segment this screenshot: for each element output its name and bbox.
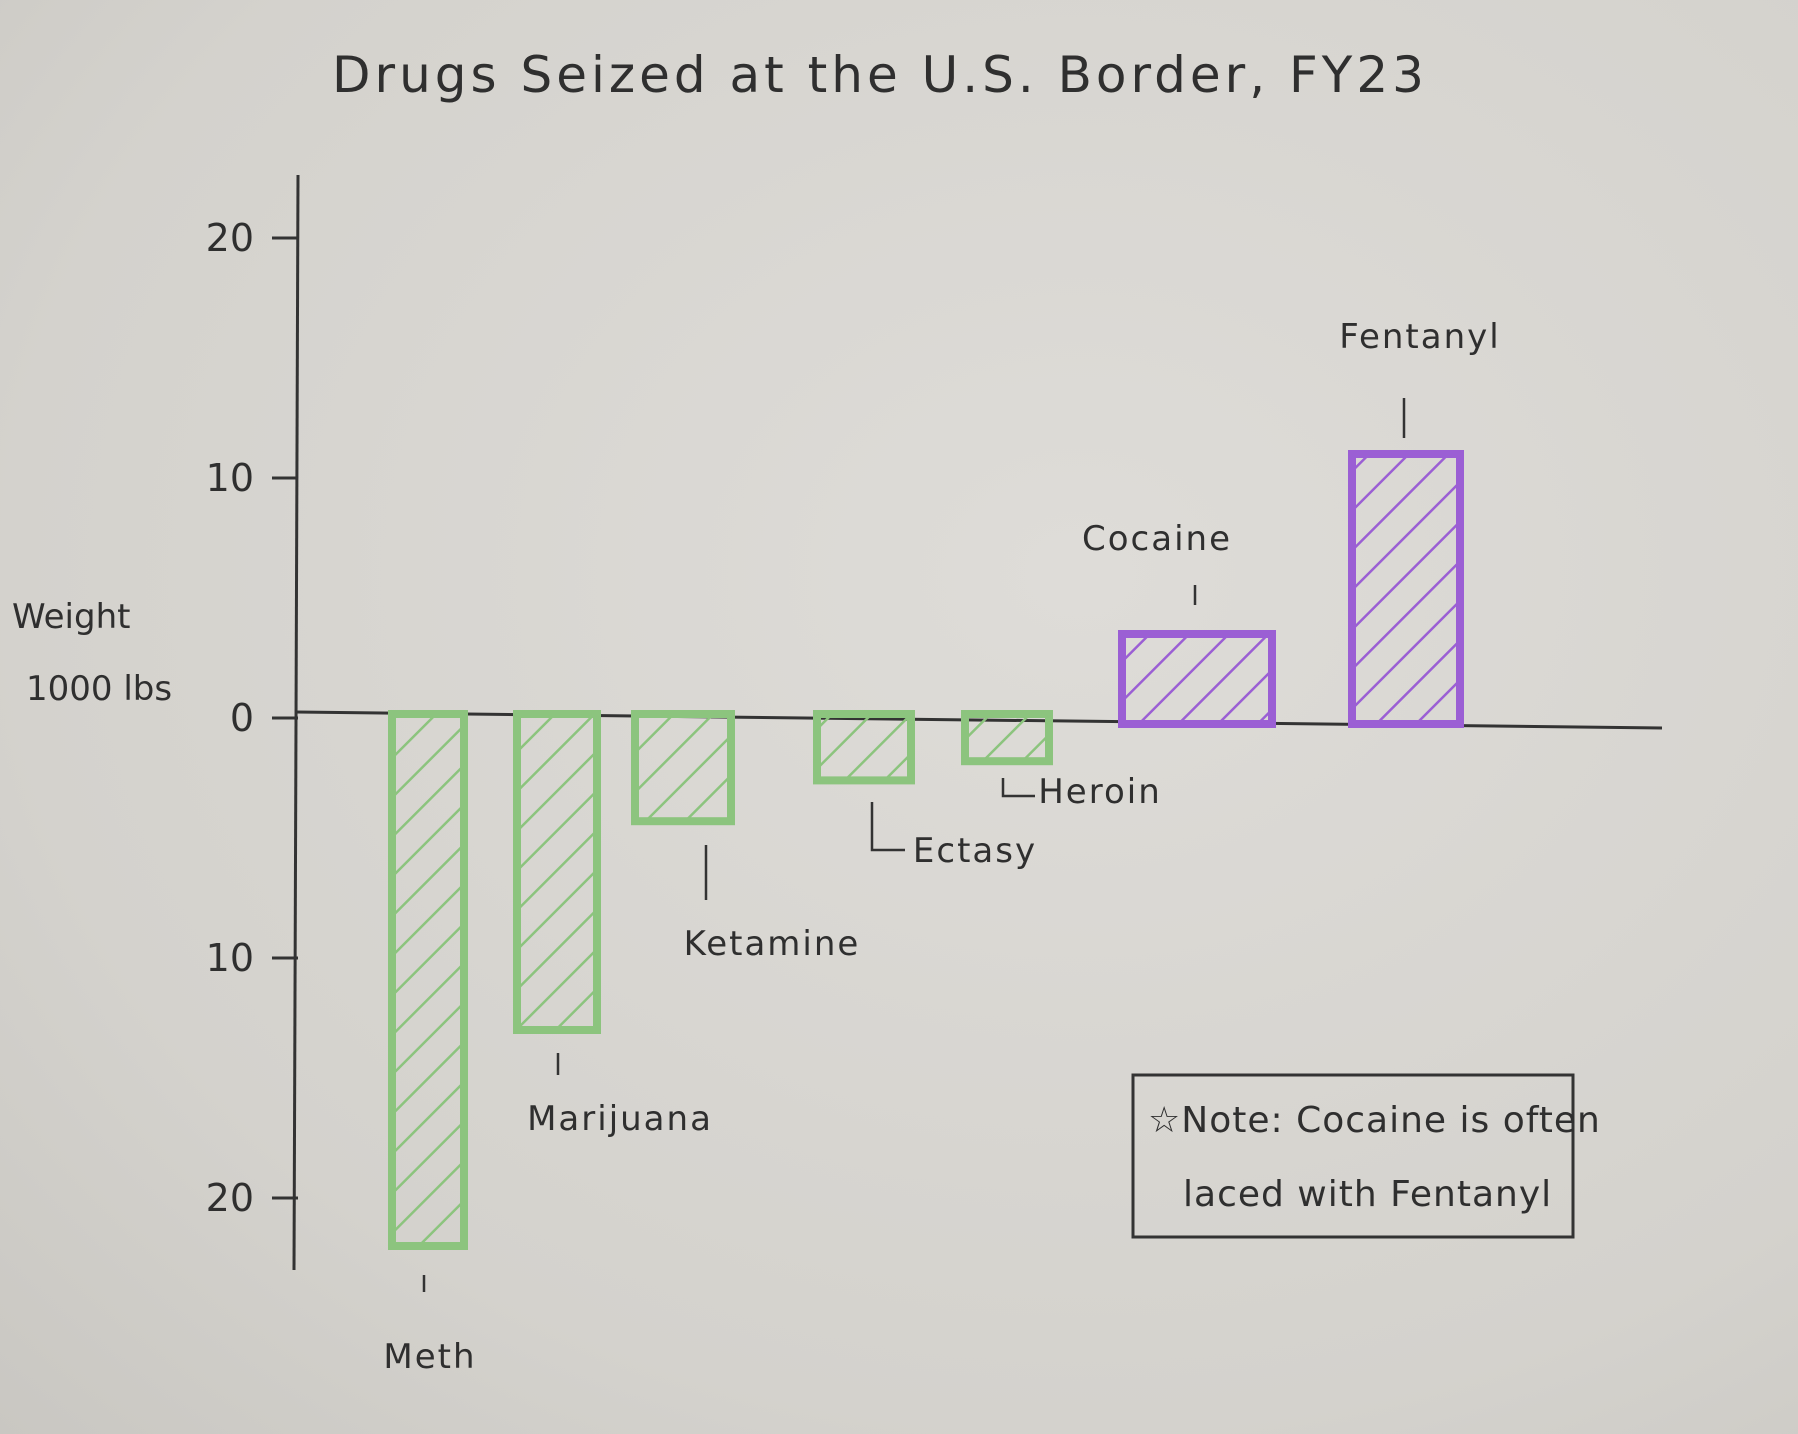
y-axis-label: Weight xyxy=(12,597,130,637)
category-label: Fentanyl xyxy=(1339,317,1500,357)
category-label: Cocaine xyxy=(1082,519,1232,559)
note-line-2: laced with Fentanyl xyxy=(1183,1174,1552,1215)
bar-cocaine xyxy=(1118,630,1276,728)
label-leader-line xyxy=(1001,778,1035,798)
bar-marijuana xyxy=(513,710,601,1034)
y-tick-label: 10 xyxy=(206,936,254,980)
y-axis-line xyxy=(292,174,300,1271)
category-label: Ectasy xyxy=(913,831,1037,871)
note-box xyxy=(1131,1073,1575,1239)
bar-meth xyxy=(388,710,468,1250)
category-label: Marijuana xyxy=(527,1099,713,1139)
bar-ectasy xyxy=(813,710,915,785)
y-axis-unit: 1000 lbs xyxy=(26,669,172,709)
label-leader-line xyxy=(870,802,905,852)
bar-fentanyl xyxy=(1348,450,1464,728)
category-label: Heroin xyxy=(1038,772,1162,812)
bar-ketamine xyxy=(631,710,735,826)
y-tick-label: 20 xyxy=(206,216,254,260)
chart-title: Drugs Seized at the U.S. Border, FY23 xyxy=(332,46,1428,104)
category-label: Meth xyxy=(383,1337,476,1377)
y-tick-label: 10 xyxy=(206,456,254,500)
y-tick-label: 20 xyxy=(206,1176,254,1220)
bar-heroin xyxy=(961,710,1053,766)
y-tick-label: 0 xyxy=(230,696,254,740)
note-line-1: ☆Note: Cocaine is often xyxy=(1148,1100,1601,1141)
category-label: Ketamine xyxy=(684,924,861,964)
